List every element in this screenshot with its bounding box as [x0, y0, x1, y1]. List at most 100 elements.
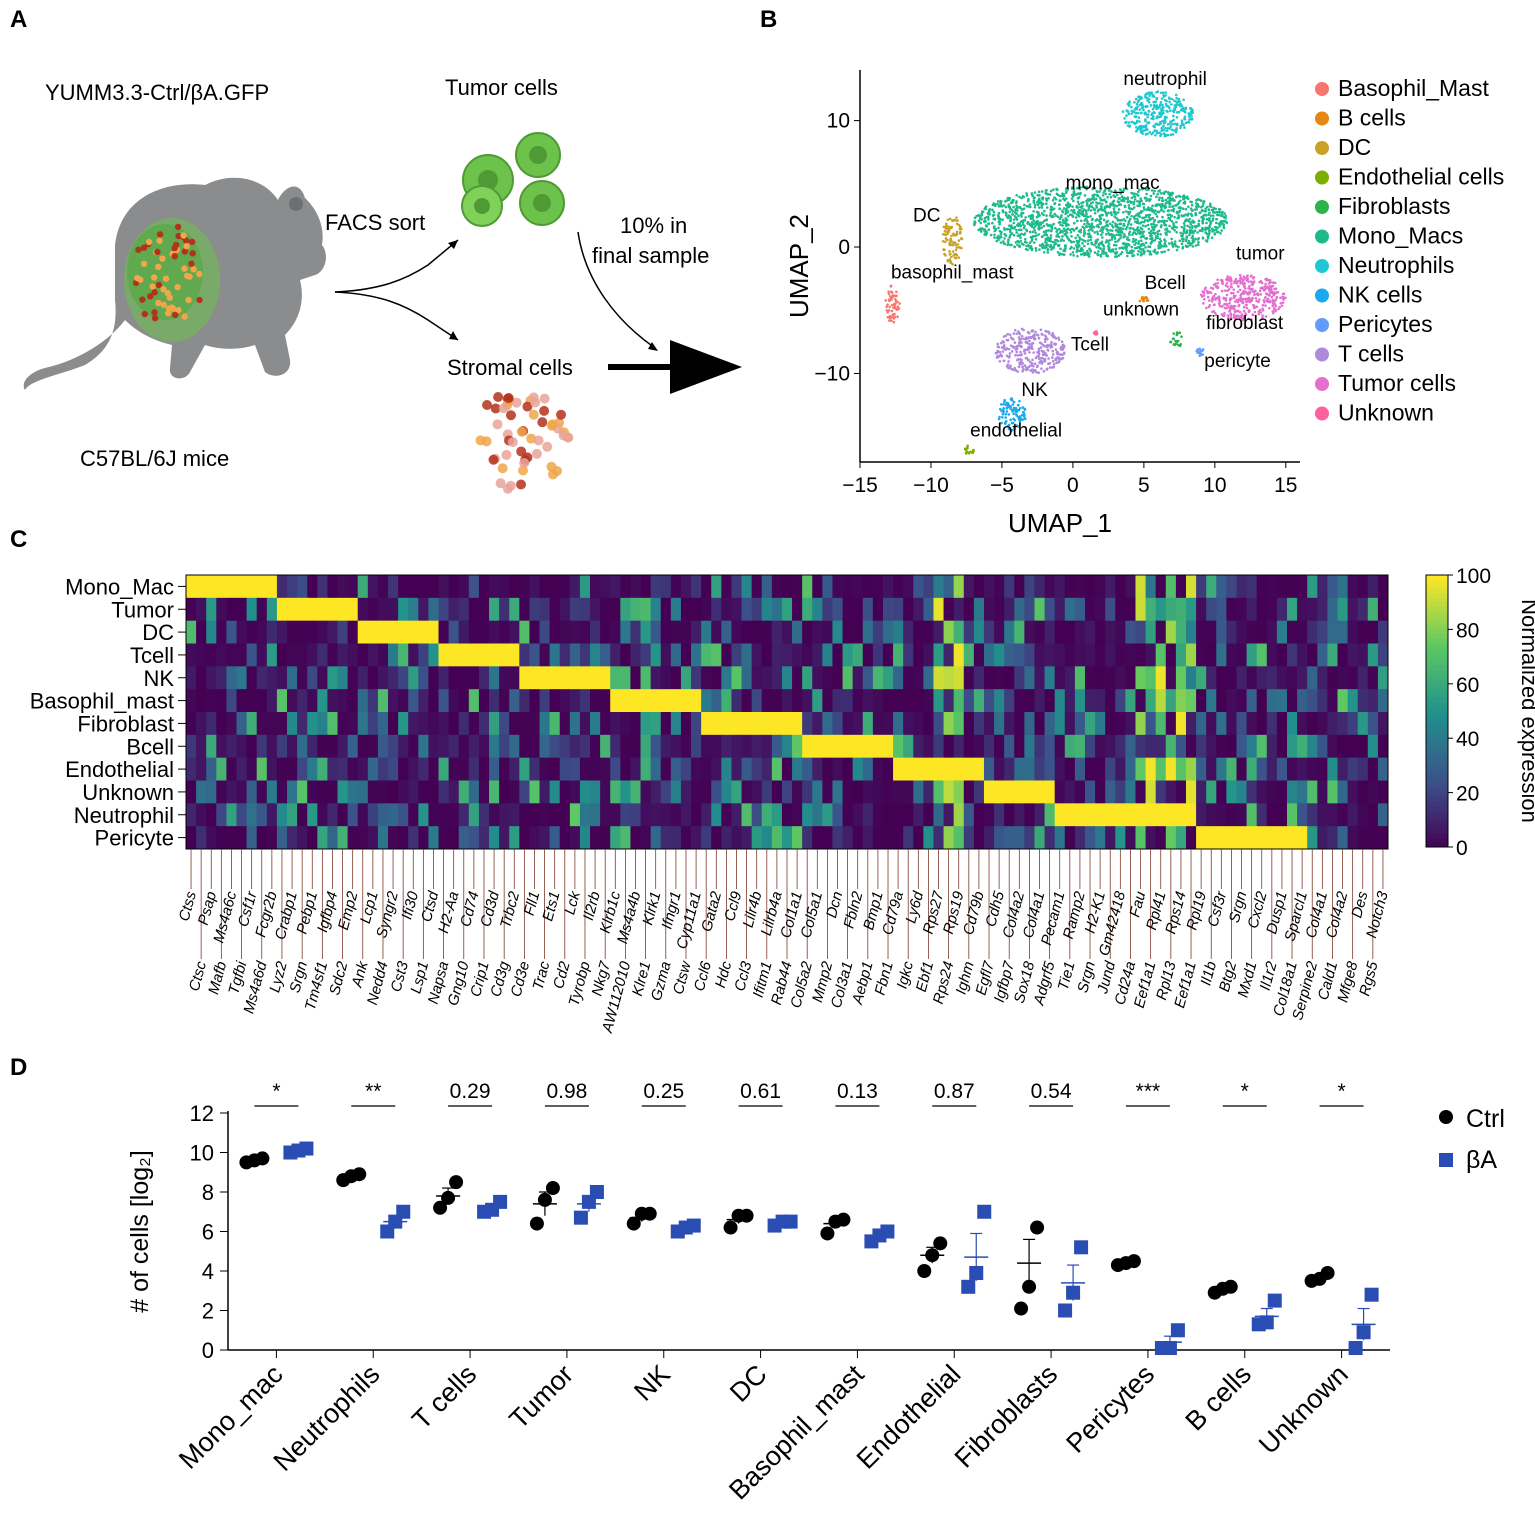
umap-point — [1172, 222, 1175, 225]
heatmap-row-label: Fibroblast — [77, 711, 174, 736]
umap-point — [1156, 230, 1160, 233]
umap-point — [1171, 245, 1175, 248]
umap-point — [1135, 126, 1138, 129]
umap-point — [1248, 284, 1251, 288]
heatmap-cell — [852, 643, 864, 667]
umap-point — [1132, 231, 1136, 235]
umap-point — [1242, 291, 1246, 295]
heatmap-cell — [761, 643, 773, 667]
umap-point — [897, 307, 900, 310]
heatmap-cell — [903, 826, 914, 850]
heatmap-cell — [943, 803, 955, 827]
heatmap-cell — [186, 734, 197, 759]
umap-point — [1234, 309, 1238, 313]
heatmap-cell — [1357, 712, 1369, 736]
colorbar-segment — [1426, 584, 1448, 590]
umap-point — [1184, 213, 1187, 216]
umap-point — [1112, 194, 1116, 198]
heatmap-cell — [590, 597, 601, 622]
heatmap-cell — [832, 620, 843, 644]
umap-point — [1170, 219, 1174, 223]
heatmap-cell — [751, 689, 763, 713]
umap-point — [1128, 100, 1131, 103]
heatmap-row-label: Tumor — [111, 597, 174, 622]
umap-point — [1170, 103, 1173, 106]
heatmap-cell — [913, 734, 924, 759]
umap-point — [1033, 234, 1037, 238]
umap-point — [1225, 306, 1228, 310]
heatmap-cell — [933, 780, 944, 804]
heatmap-cell — [701, 780, 712, 804]
heatmap-cell — [1034, 757, 1045, 781]
umap-point — [1028, 339, 1031, 343]
umap-point — [1051, 198, 1055, 202]
umap-point — [1049, 189, 1053, 193]
umap-point — [1242, 289, 1246, 293]
umap-point — [1046, 248, 1050, 252]
umap-point — [1222, 215, 1226, 219]
umap-point — [1182, 222, 1186, 225]
umap-x-tick-label: −5 — [990, 474, 1014, 497]
umap-point — [1152, 250, 1155, 253]
umap-point — [1145, 192, 1148, 196]
umap-point — [1268, 291, 1272, 294]
heatmap-cell — [1105, 597, 1116, 622]
heatmap-cell — [963, 597, 975, 622]
umap-point — [1217, 210, 1221, 214]
umap-point — [1228, 277, 1232, 280]
umap-point — [1146, 249, 1150, 253]
umap-point — [1134, 238, 1138, 242]
heatmap-cell — [1004, 826, 1015, 850]
umap-point — [1088, 225, 1092, 228]
heatmap-cell — [408, 643, 419, 667]
heatmap-cell — [781, 826, 793, 850]
heatmap-cell — [660, 757, 672, 781]
umap-point — [1160, 112, 1164, 116]
heatmap-cell — [1266, 575, 1278, 599]
heatmap-cell — [1256, 689, 1268, 713]
umap-point — [1024, 216, 1027, 219]
heatmap-cell — [812, 597, 823, 622]
umap-point — [973, 216, 977, 220]
umap-point — [1174, 195, 1178, 199]
umap-point — [1091, 201, 1095, 204]
umap-point — [1164, 94, 1167, 97]
heatmap-cell — [1327, 689, 1338, 713]
heatmap-cell — [822, 803, 833, 827]
heatmap-cell — [1256, 666, 1268, 690]
heatmap-cell — [1286, 643, 1298, 667]
umap-point — [1171, 337, 1175, 341]
heatmap-cell — [1064, 597, 1076, 622]
umap-point — [1253, 310, 1257, 314]
umap-point — [1168, 199, 1172, 202]
heatmap-cell — [832, 712, 843, 736]
heatmap-cell — [1175, 803, 1187, 827]
heatmap-cell — [468, 734, 480, 759]
umap-point — [1110, 203, 1114, 207]
heatmap-cell — [923, 826, 934, 850]
heatmap-cell — [680, 803, 692, 827]
heatmap-cell — [802, 575, 813, 599]
heatmap-cell — [1337, 575, 1348, 599]
umap-point — [1072, 190, 1076, 194]
heatmap-cell — [1317, 575, 1328, 599]
umap-point — [1001, 350, 1005, 353]
umap-point — [1015, 193, 1018, 197]
heatmap-cell — [276, 666, 288, 690]
umap-point — [1028, 351, 1031, 354]
umap-point — [1136, 204, 1139, 207]
umap-point — [1155, 129, 1158, 133]
heatmap-cell — [1236, 575, 1247, 599]
umap-y-tick-label: −10 — [814, 362, 850, 385]
umap-point — [1153, 129, 1156, 132]
umap-point — [1049, 243, 1053, 247]
umap-point — [1050, 345, 1054, 348]
heatmap-cell — [499, 757, 510, 781]
heatmap-cell — [297, 712, 308, 736]
heatmap-cell — [1115, 666, 1126, 690]
umap-point — [1101, 249, 1104, 253]
umap-point — [1078, 209, 1082, 212]
umap-point — [1207, 208, 1211, 211]
heatmap-cell — [347, 575, 359, 599]
heatmap-cell — [1367, 826, 1379, 850]
